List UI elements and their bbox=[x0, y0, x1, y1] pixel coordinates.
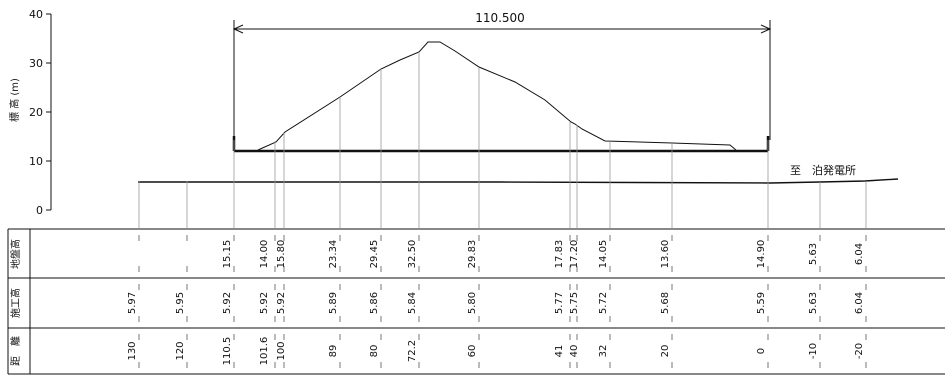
row-header-construction: 施工高 bbox=[9, 288, 22, 318]
data-table: 地盤高 施工高 距 離 bbox=[7, 228, 945, 375]
station-distance-value: 0 bbox=[756, 348, 767, 354]
station-construction-value: 5.95 bbox=[175, 292, 186, 314]
station-distance-value: -20 bbox=[854, 343, 865, 359]
station-ground-value: 6.04 bbox=[854, 243, 865, 265]
station-distance-value: 80 bbox=[369, 345, 380, 358]
station-column: 5.95 120 bbox=[175, 181, 188, 368]
station-construction-value: 5.77 bbox=[554, 292, 565, 314]
station-distance-value: -10 bbox=[808, 343, 819, 359]
station-construction-value: 5.92 bbox=[222, 292, 233, 314]
station-ground-value: 13.60 bbox=[660, 240, 671, 269]
station-ground-value: 14.05 bbox=[598, 240, 609, 269]
station-distance-value: 101.6 bbox=[259, 337, 270, 366]
y-tick-label: 10 bbox=[29, 155, 43, 168]
station-construction-value: 5.75 bbox=[569, 292, 580, 314]
station-ground-value: 5.63 bbox=[808, 243, 819, 265]
station-ground-value: 23.34 bbox=[328, 240, 339, 269]
station-distance-value: 20 bbox=[660, 345, 671, 358]
road-line bbox=[138, 178, 899, 184]
station-construction-value: 5.92 bbox=[259, 292, 270, 314]
station-distance-value: 60 bbox=[467, 345, 478, 358]
station-construction-value: 5.97 bbox=[127, 292, 138, 314]
station-distance-value: 110.5 bbox=[222, 337, 233, 366]
row-header-ground: 地盤高 bbox=[9, 239, 22, 269]
station-ground-value: 29.45 bbox=[369, 240, 380, 269]
station-construction-value: 6.04 bbox=[854, 292, 865, 314]
station-construction-value: 5.80 bbox=[467, 292, 478, 314]
station-column: 29.83 5.80 60 bbox=[467, 68, 480, 368]
elevation-axis: 40 30 20 10 0 標 高 (m) bbox=[8, 8, 52, 217]
station-ground-value: 15.15 bbox=[222, 240, 233, 269]
station-distance-value: 89 bbox=[328, 345, 339, 358]
station-distance-value: 130 bbox=[127, 341, 138, 360]
station-distance-value: 32 bbox=[598, 345, 609, 358]
row-header-distance: 距 離 bbox=[9, 336, 22, 366]
station-column: 23.34 5.89 89 bbox=[328, 97, 341, 368]
station-construction-value: 5.92 bbox=[276, 292, 287, 314]
station-column: 15.80 5.92 100 bbox=[276, 133, 287, 368]
station-distance-value: 72.2 bbox=[407, 340, 418, 362]
station-construction-value: 5.72 bbox=[598, 292, 609, 314]
station-construction-value: 5.63 bbox=[808, 292, 819, 314]
station-construction-value: 5.59 bbox=[756, 292, 767, 314]
station-ground-value: 15.80 bbox=[276, 240, 287, 269]
station-construction-value: 5.68 bbox=[660, 292, 671, 314]
station-column: 6.04 6.04 -20 bbox=[854, 181, 867, 368]
station-column: 5.63 5.63 -10 bbox=[808, 182, 821, 368]
station-distance-value: 41 bbox=[554, 345, 565, 358]
stations-layer: 5.97 130 5.95 120 15.15 5.92 110.5 14.00 5.92 101… bbox=[127, 52, 867, 368]
station-column: 17.20 5.75 40 bbox=[569, 125, 580, 368]
station-column: 14.90 5.59 0 bbox=[756, 140, 769, 368]
station-distance-value: 100 bbox=[276, 341, 287, 360]
station-ground-value: 17.20 bbox=[569, 240, 580, 269]
y-tick-label: 20 bbox=[29, 106, 43, 119]
station-column: 15.15 5.92 110.5 bbox=[222, 140, 235, 368]
station-ground-value: 14.90 bbox=[756, 240, 767, 269]
station-ground-value: 29.83 bbox=[467, 240, 478, 269]
station-column: 14.00 5.92 101.6 bbox=[259, 141, 276, 368]
dimension-label: 110.500 bbox=[475, 11, 525, 25]
y-tick-label: 0 bbox=[36, 204, 43, 217]
dimension-line: 110.500 bbox=[232, 11, 772, 140]
station-column: 32.50 5.84 72.2 bbox=[407, 52, 420, 368]
station-column: 29.45 5.86 80 bbox=[369, 69, 382, 368]
station-column: 17.83 5.77 41 bbox=[554, 122, 571, 368]
station-construction-value: 5.84 bbox=[407, 292, 418, 314]
station-distance-value: 40 bbox=[569, 345, 580, 358]
station-ground-value: 14.00 bbox=[259, 240, 270, 269]
station-column: 13.60 5.68 20 bbox=[660, 143, 673, 368]
station-construction-value: 5.86 bbox=[369, 292, 380, 314]
station-ground-value: 32.50 bbox=[407, 240, 418, 269]
terrain-profile bbox=[257, 41, 737, 151]
station-distance-value: 120 bbox=[175, 341, 186, 360]
y-tick-label: 40 bbox=[29, 8, 43, 21]
station-construction-value: 5.89 bbox=[328, 292, 339, 314]
station-column: 5.97 130 bbox=[127, 181, 140, 368]
y-tick-label: 30 bbox=[29, 57, 43, 70]
station-column: 14.05 5.72 32 bbox=[598, 141, 611, 368]
y-axis-label: 標 高 (m) bbox=[8, 78, 21, 122]
destination-note: 至 泊発電所 bbox=[790, 163, 856, 177]
station-ground-value: 17.83 bbox=[554, 240, 565, 269]
